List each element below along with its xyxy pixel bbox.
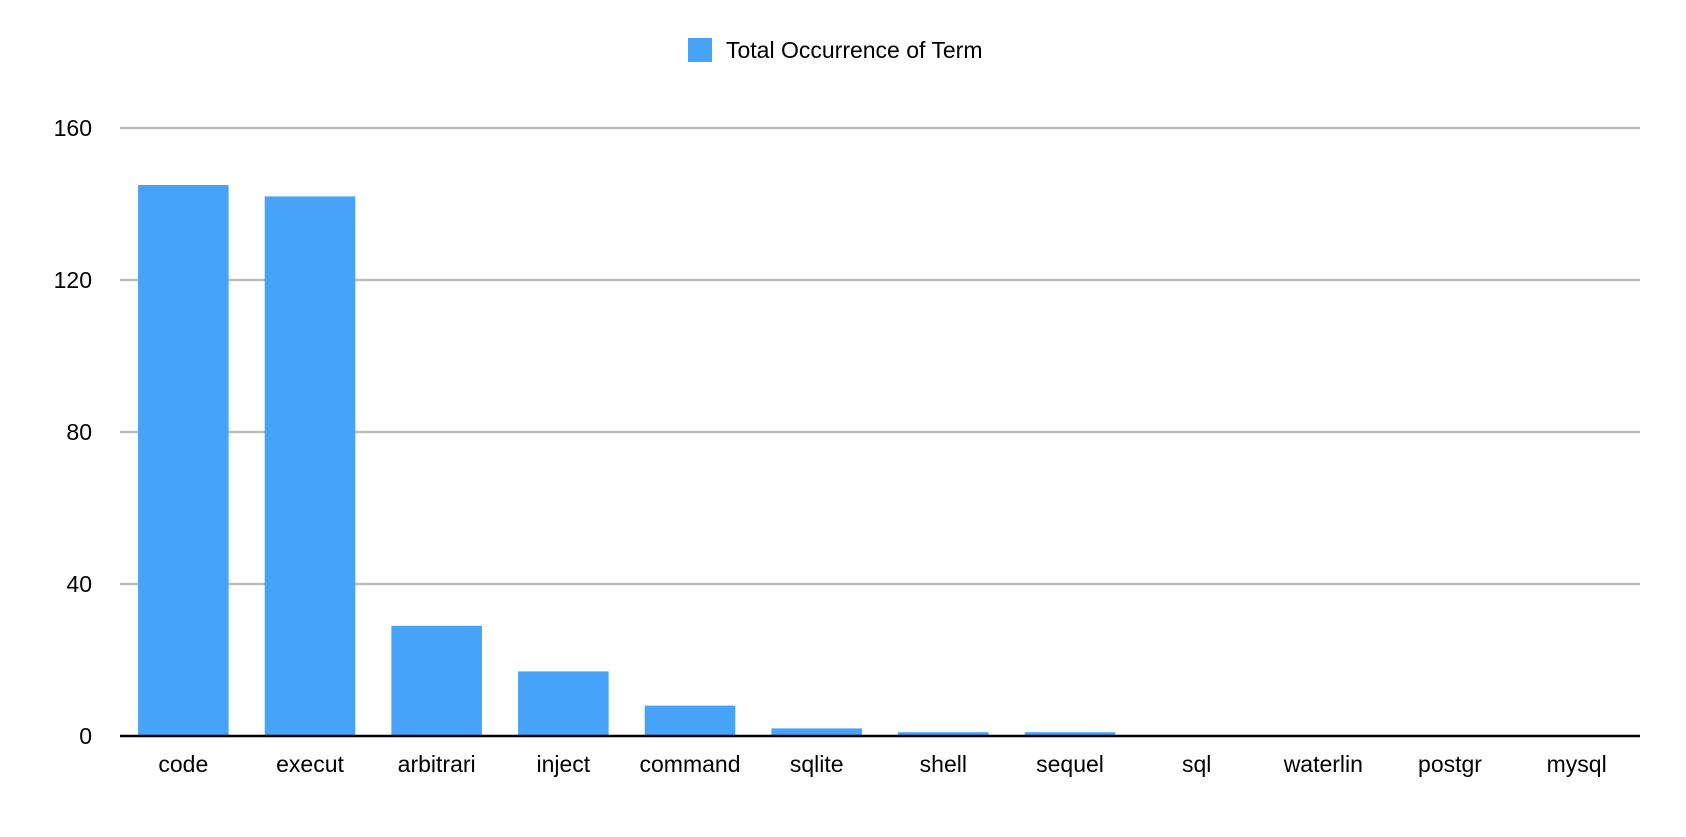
x-axis-ticks: code execut arbitrari inject command sqlite sh…	[158, 751, 1606, 777]
y-tick-label: 40	[66, 571, 92, 597]
gridlines	[120, 126, 1640, 586]
y-tick-label: 160	[54, 115, 92, 141]
x-tick-label: mysql	[1547, 751, 1607, 777]
bar-shell	[898, 732, 989, 736]
x-tick-label: arbitrari	[398, 751, 476, 777]
bar-code	[138, 185, 229, 736]
bar-arbitrari	[391, 625, 482, 736]
x-tick-label: sql	[1182, 751, 1211, 777]
bar-inject	[518, 671, 609, 736]
legend-label: Total Occurrence of Term	[726, 37, 983, 63]
bar-sqlite	[771, 728, 862, 736]
x-tick-label: sequel	[1036, 751, 1104, 777]
bars	[138, 185, 1116, 736]
x-tick-label: shell	[920, 751, 967, 777]
y-tick-label: 120	[54, 267, 92, 293]
x-tick-label: inject	[536, 751, 590, 777]
x-tick-label: postgr	[1418, 751, 1482, 777]
bar-sequel	[1024, 732, 1116, 736]
x-tick-label: waterlin	[1283, 751, 1363, 777]
x-tick-label: code	[158, 751, 208, 777]
y-tick-label: 80	[66, 419, 92, 445]
x-tick-label: command	[640, 751, 741, 777]
legend-swatch	[688, 38, 712, 62]
x-tick-label: sqlite	[790, 751, 844, 777]
x-tick-label: execut	[276, 751, 344, 777]
y-axis-ticks: 0 40 80 120 160	[54, 115, 92, 749]
y-tick-label: 0	[79, 723, 92, 749]
legend: Total Occurrence of Term	[688, 37, 983, 63]
bar-execut	[264, 196, 356, 736]
bar-command	[644, 705, 736, 736]
